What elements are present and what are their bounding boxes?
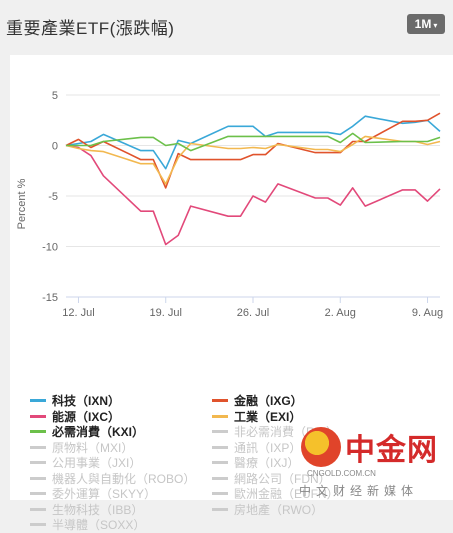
legend-swatch <box>30 492 46 496</box>
legend-label: 原物料（MXI） <box>52 440 134 455</box>
legend-label: 通訊（IXP） <box>234 440 302 455</box>
legend-label: 生物科技（IBB） <box>52 502 144 517</box>
chart-title: 重要產業ETF(漲跌幅) <box>6 19 175 38</box>
legend-label: 科技（IXN） <box>52 394 121 409</box>
header: 重要產業ETF(漲跌幅) 1M ▾ <box>0 0 453 48</box>
legend-item[interactable]: 必需消費（KXI） <box>30 424 212 440</box>
series-line-3 <box>65 135 441 185</box>
legend-swatch <box>30 399 46 403</box>
legend-swatch <box>212 492 228 496</box>
legend-item[interactable]: 科技（IXN） <box>30 393 212 409</box>
series-line-4 <box>66 132 441 152</box>
x-tick-label: 9. Aug <box>412 307 443 319</box>
watermark-tagline: 中文财经新媒体 <box>299 484 419 498</box>
legend-item[interactable]: 歐洲金融（EUFN） <box>212 486 432 502</box>
legend-item[interactable]: 原物料（MXI） <box>30 440 212 456</box>
y-tick-label: 5 <box>52 90 58 102</box>
logo-emblem-icon <box>301 427 341 467</box>
legend-label: 公用事業（JXI） <box>52 456 142 471</box>
legend-label: 金融（IXG） <box>234 394 303 409</box>
legend-label: 半導體（SOXX） <box>52 518 146 533</box>
legend-swatch <box>30 507 46 511</box>
legend-label: 工業（EXI） <box>234 409 302 424</box>
chevron-down-icon: ▾ <box>433 21 438 30</box>
legend-item[interactable]: 網路公司（FDN） <box>212 471 432 487</box>
legend-label: 網路公司（FDN） <box>234 471 331 486</box>
legend-label: 醫療（IXJ） <box>234 456 300 471</box>
chart-card: 5 0 -5 -10 -15 12. Jul 19. Jul 26. Jul 2. Aug 9. … <box>10 55 453 532</box>
line-chart: 5 0 -5 -10 -15 12. Jul 19. Jul 26. Jul 2. Aug 9. … <box>16 90 443 319</box>
legend-item[interactable]: 金融（IXG） <box>212 393 432 409</box>
legend-label: 委外運算（SKYY） <box>52 487 157 502</box>
legend-swatch <box>212 430 228 434</box>
legend-item[interactable]: 半導體（SOXX） <box>30 517 212 533</box>
y-axis-title: Percent % <box>16 178 28 229</box>
series-line-1 <box>65 112 441 189</box>
legend-swatch <box>30 523 46 527</box>
legend-swatch <box>30 430 46 434</box>
legend-swatch <box>212 414 228 418</box>
legend-swatch <box>30 414 46 418</box>
legend-swatch <box>212 476 228 480</box>
watermark-logo: 中金网 CNGOLD.COM.CN 中文财经新媒体 <box>293 425 453 500</box>
legend-label: 機器人與自動化（ROBO） <box>52 471 196 486</box>
period-dropdown-button[interactable]: 1M ▾ <box>407 14 445 34</box>
legend-item[interactable]: 醫療（IXJ） <box>212 455 432 471</box>
series-line-2 <box>65 144 441 246</box>
period-label: 1M <box>414 17 432 31</box>
legend-item[interactable]: 房地產（RWO） <box>212 502 432 518</box>
legend-swatch <box>212 461 228 465</box>
legend-item[interactable]: 生物科技（IBB） <box>30 502 212 518</box>
legend-label: 能源（IXC） <box>52 409 121 424</box>
x-tick-label: 12. Jul <box>62 307 94 319</box>
legend-swatch <box>212 445 228 449</box>
legend-swatch <box>212 399 228 403</box>
watermark-domain: CNGOLD.COM.CN <box>307 469 376 478</box>
y-tick-label: -5 <box>48 191 58 203</box>
legend-label: 房地產（RWO） <box>234 502 324 517</box>
x-tick-label: 26. Jul <box>237 307 269 319</box>
legend-item[interactable]: 委外運算（SKYY） <box>30 486 212 502</box>
legend-swatch <box>30 461 46 465</box>
chart-legend: 科技（IXN） 金融（IXG） 能源（IXC） 工業（EXI） 必需消費（KXI） 非必需… <box>30 393 450 533</box>
y-tick-label: 0 <box>52 141 58 153</box>
legend-item[interactable]: 工業（EXI） <box>212 409 432 425</box>
legend-item[interactable]: 機器人與自動化（ROBO） <box>30 471 212 487</box>
legend-item[interactable]: 通訊（IXP） <box>212 440 432 456</box>
legend-swatch <box>30 476 46 480</box>
legend-item[interactable]: 公用事業（JXI） <box>30 455 212 471</box>
y-tick-label: -10 <box>42 242 58 254</box>
x-tick-label: 2. Aug <box>325 307 356 319</box>
watermark-brand: 中金网 <box>345 433 438 468</box>
legend-swatch <box>212 507 228 511</box>
legend-item[interactable]: 能源（IXC） <box>30 409 212 425</box>
legend-label: 必需消費（KXI） <box>52 425 145 440</box>
legend-swatch <box>30 445 46 449</box>
legend-label: 歐洲金融（EUFN） <box>234 487 339 502</box>
series-line-0 <box>65 115 441 170</box>
y-tick-label: -15 <box>42 292 58 304</box>
x-tick-label: 19. Jul <box>150 307 182 319</box>
